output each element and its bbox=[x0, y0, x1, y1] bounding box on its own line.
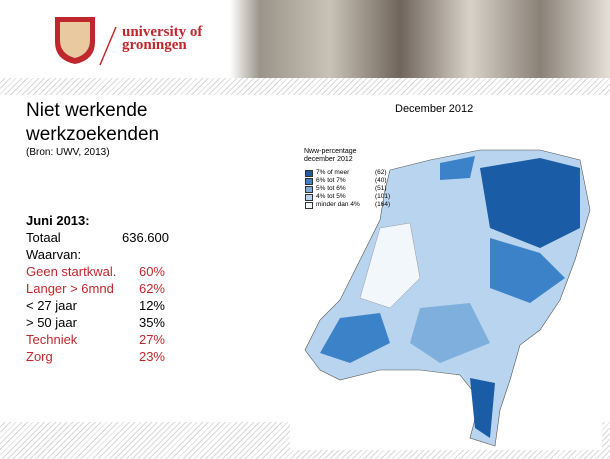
stat-value: 60% bbox=[135, 264, 165, 279]
slide: university of groningen Niet werkende we… bbox=[0, 0, 610, 459]
source: (Bron: UWV, 2013) bbox=[26, 147, 110, 158]
stat-label: Totaal bbox=[26, 230, 61, 245]
title: werkzoekenden bbox=[26, 124, 159, 146]
legend-count: (101) bbox=[375, 193, 390, 200]
stat-label: Langer > 6mnd bbox=[26, 281, 114, 296]
stat-value: 12% bbox=[135, 298, 165, 313]
stat-label: Zorg bbox=[26, 349, 53, 364]
stat-value: 636.600 bbox=[122, 230, 169, 245]
legend-swatch bbox=[305, 194, 313, 201]
logo-text: groningen bbox=[122, 38, 187, 53]
legend-swatch bbox=[305, 178, 313, 185]
legend-swatch bbox=[305, 170, 313, 177]
legend-label: 7% of meer bbox=[316, 169, 349, 176]
stat-label: Techniek bbox=[26, 332, 77, 347]
stats-heading: Juni 2013: bbox=[26, 213, 90, 228]
legend-swatch bbox=[305, 186, 313, 193]
stat-value: 62% bbox=[135, 281, 165, 296]
stat-label: < 27 jaar bbox=[26, 298, 77, 313]
legend-label: 4% tot 5% bbox=[316, 193, 346, 200]
stat-label: Geen startkwal. bbox=[26, 264, 116, 279]
stat-label: > 50 jaar bbox=[26, 315, 77, 330]
legend-label: minder dan 4% bbox=[316, 201, 360, 208]
map-caption: December 2012 bbox=[395, 103, 473, 115]
legend-label: 6% tot 7% bbox=[316, 177, 346, 184]
stats-subheading: Waarvan: bbox=[26, 247, 81, 262]
legend-label: 5% tot 6% bbox=[316, 185, 346, 192]
legend-title: Nww-percentage bbox=[304, 148, 357, 155]
legend-title: december 2012 bbox=[304, 156, 353, 163]
legend-count: (40) bbox=[375, 177, 387, 184]
stat-value: 35% bbox=[135, 315, 165, 330]
title: Niet werkende bbox=[26, 100, 147, 122]
legend-swatch bbox=[305, 202, 313, 209]
logo-slash bbox=[98, 25, 118, 70]
stripe bbox=[0, 78, 610, 95]
stat-value: 27% bbox=[135, 332, 165, 347]
legend-count: (51) bbox=[375, 185, 387, 192]
legend-count: (164) bbox=[375, 201, 390, 208]
legend-count: (62) bbox=[375, 169, 387, 176]
stat-value: 23% bbox=[135, 349, 165, 364]
